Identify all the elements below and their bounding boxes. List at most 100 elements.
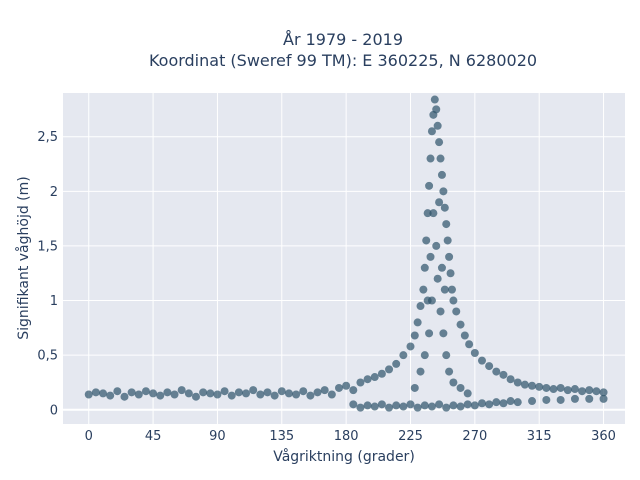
scatter-point	[599, 394, 608, 403]
scatter-point	[270, 391, 279, 400]
scatter-point	[313, 388, 322, 397]
scatter-point	[426, 154, 435, 163]
scatter-point	[492, 367, 501, 376]
scatter-point	[535, 382, 544, 391]
chart-title-line-1: År 1979 - 2019	[283, 30, 403, 49]
scatter-point	[506, 397, 515, 406]
scatter-point	[234, 388, 243, 397]
scatter-point	[306, 391, 315, 400]
scatter-point	[299, 387, 308, 396]
scatter-point	[91, 388, 100, 397]
scatter-point	[385, 403, 394, 412]
scatter-point	[499, 370, 508, 379]
scatter-point	[406, 342, 415, 351]
scatter-point	[437, 263, 446, 272]
scatter-point	[542, 383, 551, 392]
scatter-point	[465, 340, 474, 349]
y-axis-ticks: 0 0,5 1 1,5 2 2,5	[37, 130, 58, 418]
scatter-point	[440, 285, 449, 294]
scatter-point	[542, 395, 551, 404]
scatter-point	[406, 400, 415, 409]
scatter-point	[506, 375, 515, 384]
x-tick-label: 90	[209, 429, 226, 444]
scatter-point	[377, 400, 386, 409]
scatter-point	[356, 403, 365, 412]
scatter-point	[429, 209, 438, 218]
scatter-point	[256, 390, 265, 399]
scatter-point	[399, 351, 408, 360]
scatter-point	[427, 127, 436, 136]
scatter-point	[433, 274, 442, 283]
scatter-point	[170, 390, 179, 399]
scatter-point	[263, 388, 272, 397]
x-tick-label: 360	[591, 429, 616, 444]
scatter-point	[570, 394, 579, 403]
scatter-point	[213, 390, 222, 399]
scatter-point	[363, 401, 372, 410]
scatter-point	[191, 392, 200, 401]
scatter-point	[485, 362, 494, 371]
scatter-point	[156, 391, 165, 400]
scatter-point	[419, 285, 428, 294]
scatter-point	[425, 181, 434, 190]
plot-area	[63, 93, 625, 424]
scatter-point	[492, 398, 501, 407]
scatter-point	[449, 401, 458, 410]
scatter-point	[113, 387, 122, 396]
scatter-point	[578, 387, 587, 396]
x-axis-title: Vågriktning (grader)	[273, 448, 415, 465]
scatter-point	[392, 359, 401, 368]
x-tick-label: 315	[527, 429, 552, 444]
x-tick-label: 0	[85, 429, 93, 444]
scatter-point	[528, 397, 537, 406]
scatter-point	[249, 386, 258, 395]
scatter-point	[413, 318, 422, 327]
scatter-point	[377, 369, 386, 378]
scatter-point	[370, 373, 379, 382]
scatter-point	[513, 378, 522, 387]
scatter-points	[84, 95, 608, 412]
scatter-point	[430, 95, 439, 104]
scatter-point	[426, 252, 435, 261]
scatter-point	[199, 388, 208, 397]
scatter-point	[556, 395, 565, 404]
scatter-point	[440, 203, 449, 212]
y-tick-label: 0	[50, 403, 58, 418]
scatter-point	[320, 386, 329, 395]
scatter-point	[284, 389, 293, 398]
scatter-point	[370, 402, 379, 411]
scatter-point	[456, 383, 465, 392]
scatter-point	[277, 387, 286, 396]
scatter-point	[463, 400, 472, 409]
x-axis-ticks: 0 45 90 135 180 225 270 315 360	[85, 429, 616, 444]
scatter-point	[439, 329, 448, 338]
scatter-point	[513, 398, 522, 407]
scatter-point	[134, 390, 143, 399]
y-axis-title: Signifikant våghöjd (m)	[15, 176, 32, 339]
scatter-point	[206, 389, 215, 398]
scatter-point	[443, 236, 452, 245]
scatter-point	[442, 403, 451, 412]
scatter-point	[106, 391, 115, 400]
scatter-point	[456, 402, 465, 411]
scatter-point	[477, 356, 486, 365]
scatter-point	[420, 351, 429, 360]
scatter-point	[342, 381, 351, 390]
scatter-point	[485, 400, 494, 409]
scatter-point	[449, 296, 458, 305]
scatter-point	[385, 365, 394, 374]
y-tick-label: 1	[50, 294, 58, 309]
scatter-point	[177, 386, 186, 395]
scatter-point	[528, 381, 537, 390]
scatter-point	[433, 121, 442, 130]
scatter-point	[141, 387, 150, 396]
scatter-point	[392, 401, 401, 410]
scatter-point	[427, 402, 436, 411]
x-tick-label: 180	[334, 429, 359, 444]
scatter-point	[423, 296, 432, 305]
scatter-point	[349, 400, 358, 409]
scatter-point	[363, 375, 372, 384]
scatter-point	[592, 387, 601, 396]
scatter-point	[163, 388, 172, 397]
scatter-point	[556, 383, 565, 392]
